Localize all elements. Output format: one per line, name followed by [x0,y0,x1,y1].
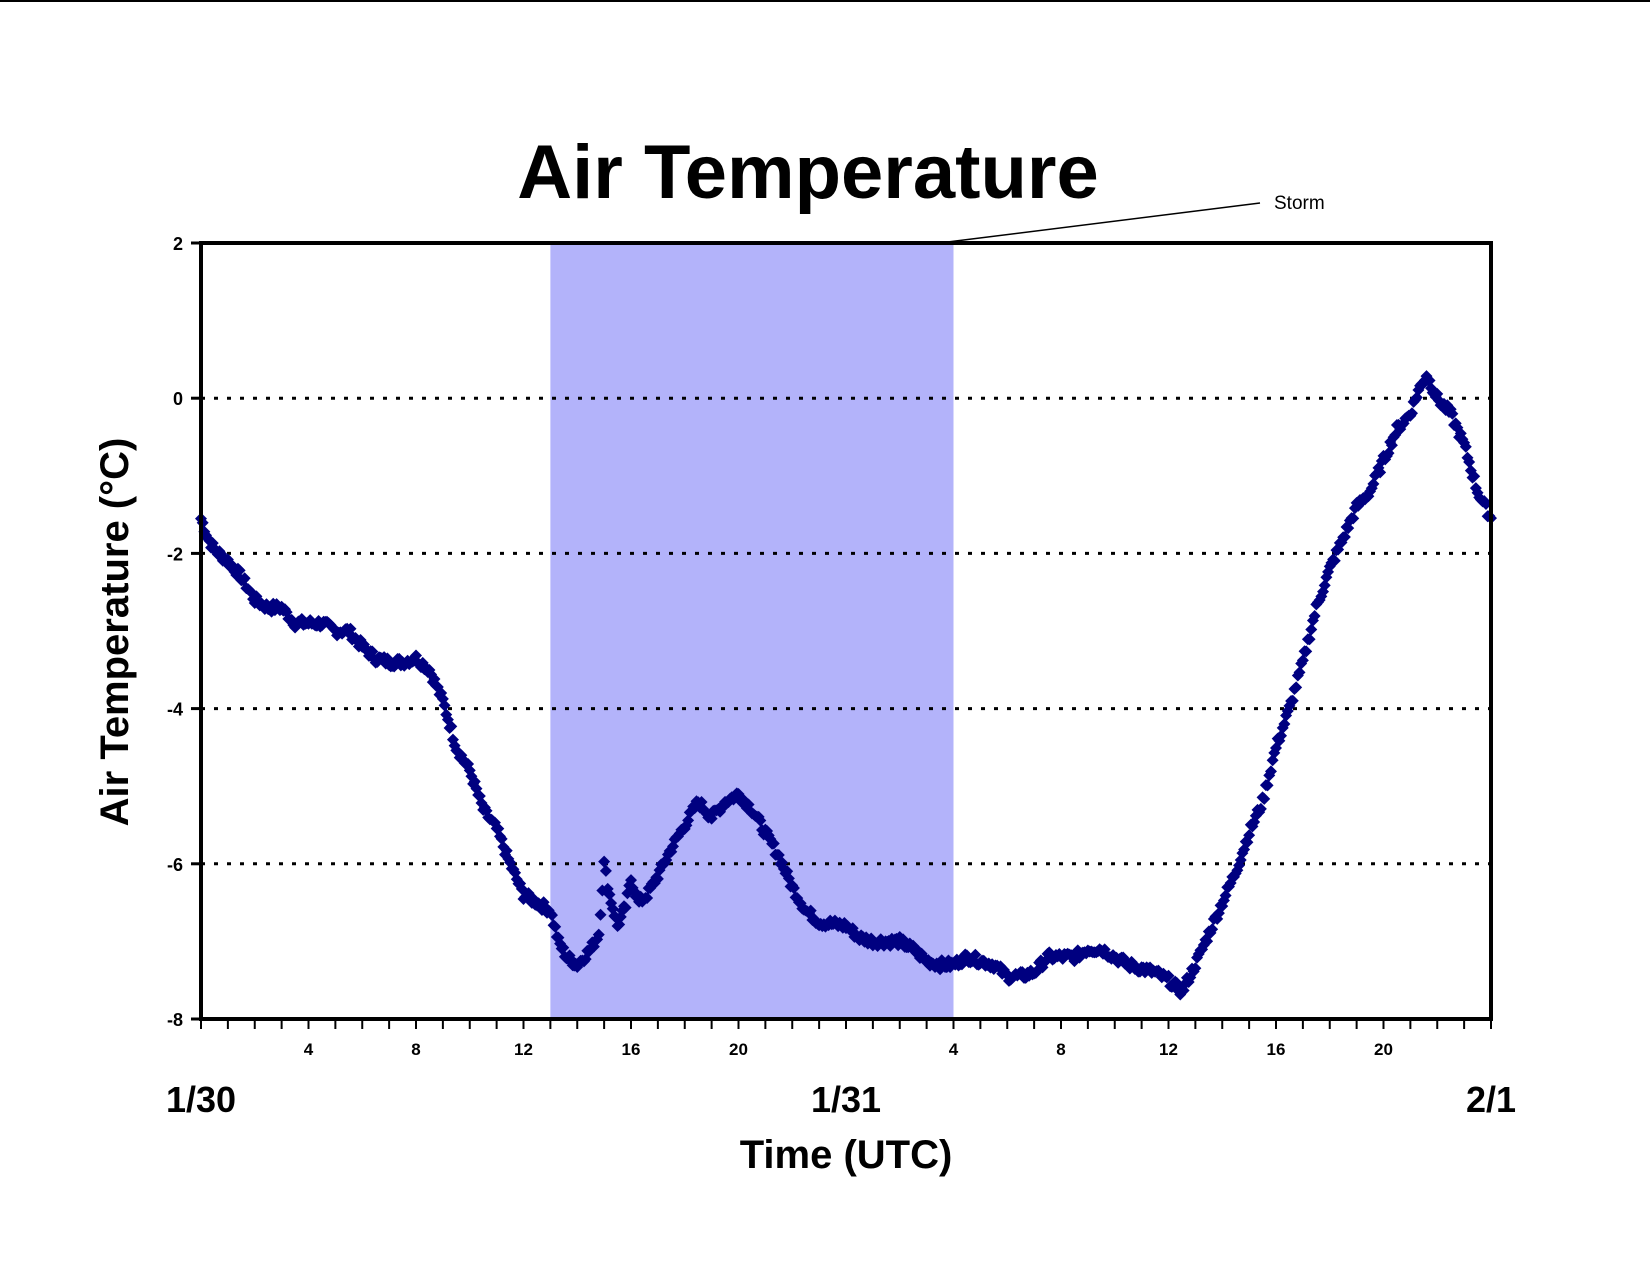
data-series-temperature [195,370,1497,1001]
top-frame-line [0,0,1650,2]
data-point [1479,497,1492,510]
x-tick-label: 12 [514,1040,533,1059]
data-point [1303,633,1316,646]
storm-shaded-region [550,243,954,1019]
x-tick-label: 16 [622,1040,641,1059]
data-point [1243,829,1256,842]
data-point [1293,666,1306,679]
data-point [1367,477,1380,490]
data-point [1286,694,1299,707]
data-point [1189,962,1202,975]
x-tick-label: 12 [1159,1040,1178,1059]
day-label: 1/30 [166,1079,236,1120]
data-point [754,814,767,827]
data-point [641,892,654,905]
y-tick-label: -2 [167,544,183,564]
data-point [557,941,570,954]
y-tick-label: -6 [167,855,183,875]
data-point [549,920,562,933]
data-point [651,872,664,885]
data-point [1446,407,1459,420]
data-point [625,874,637,887]
data-point [1385,439,1398,452]
storm-callout-line [939,202,1261,244]
data-point [1261,779,1274,792]
data-point [767,837,780,850]
x-tick-label: 8 [411,1040,420,1059]
data-point [1206,923,1219,936]
data-point [599,864,612,877]
data-point [238,572,251,585]
data-point [1374,466,1387,479]
data-point [1305,623,1318,636]
data-point [1290,681,1303,694]
data-point [545,909,558,922]
data-point [438,699,451,712]
data-point [1459,440,1472,453]
data-point [787,882,800,895]
data-point [1162,969,1175,982]
y-tick-label: 0 [173,389,183,409]
x-tick-label: 20 [1374,1040,1393,1059]
data-point [1258,792,1271,805]
data-point [1300,645,1313,658]
storm-region-layer [550,243,954,1019]
data-point [1219,889,1232,902]
data-point [594,908,607,921]
data-point [682,814,695,827]
data-point [1423,374,1436,387]
chart-title: Air Temperature [517,130,1098,215]
annotations: Storm [939,193,1325,244]
data-point [619,901,632,914]
day-label: 2/1 [1466,1079,1516,1120]
data-point [1264,765,1277,778]
data-point [598,855,611,868]
data-point [592,928,605,941]
storm-annotation: Storm [1274,193,1325,214]
data-point [445,720,458,733]
data-point [1468,470,1481,483]
y-axis-label: Air Temperature (°C) [93,438,137,827]
data-point [1296,654,1309,667]
data-point [603,888,616,901]
data-point [344,622,357,635]
data-point [233,564,246,577]
y-tick-label: -8 [167,1010,183,1030]
y-tick-label: 2 [173,234,183,254]
data-point [500,844,513,857]
x-tick-label: 20 [729,1040,748,1059]
data-point [1275,729,1288,742]
y-tick-label: -4 [167,700,183,720]
data-point [1342,522,1355,535]
x-axis-label: Time (UTC) [740,1133,953,1177]
x-tick-label: 4 [949,1040,959,1059]
x-tick-label: 4 [304,1040,314,1059]
data-point [495,832,508,845]
data-point [1338,530,1351,543]
data-point [1405,407,1418,420]
data-point [1463,456,1476,469]
x-tick-label: 8 [1056,1040,1065,1059]
day-label: 1/31 [811,1079,881,1120]
data-point [1308,609,1321,622]
data-point [1254,802,1267,815]
axes: 20-2-4-6-84 8 12 16 20 4 8 12 16 201/30 1/31 2/1 [166,234,1516,1120]
data-point [1278,717,1291,730]
data-point [1318,579,1331,592]
data-point [1328,554,1341,567]
data-point [969,948,982,961]
x-tick-label: 16 [1267,1040,1286,1059]
data-point [1347,512,1360,525]
